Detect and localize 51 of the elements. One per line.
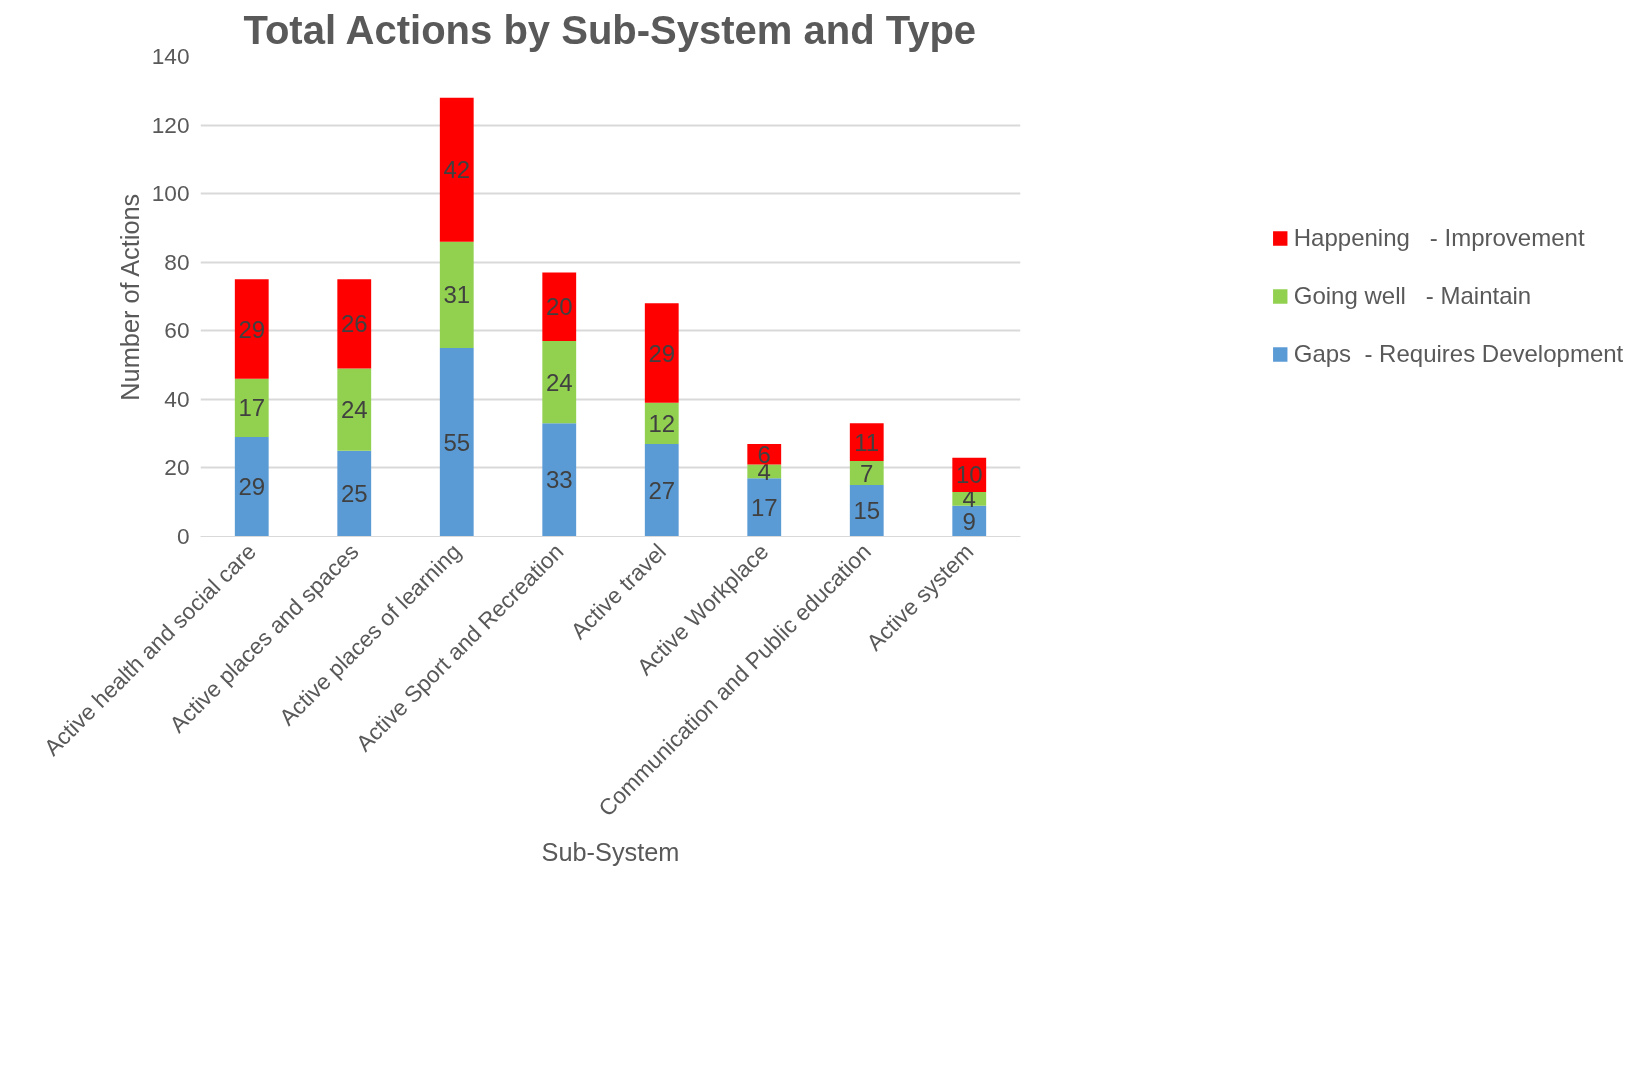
y-tick-label: 140: [151, 43, 190, 69]
bar: [542, 272, 577, 342]
data-label: 9: [962, 507, 976, 535]
bar: [439, 241, 474, 348]
data-label: 33: [545, 466, 573, 494]
y-tick-label: 80: [164, 248, 190, 275]
data-label: 27: [648, 476, 676, 504]
legend-label: Happening - Improvement: [1293, 224, 1585, 252]
chart-title: Total Actions by Sub-System and Type: [243, 7, 977, 52]
legend-label: Gaps - Requires Development: [1293, 340, 1624, 368]
y-tick-label: 0: [176, 523, 190, 549]
bar: [337, 450, 372, 537]
data-label: 20: [545, 293, 573, 321]
x-axis-title: Sub-System: [541, 838, 680, 867]
data-label: 55: [443, 428, 471, 456]
data-label: 24: [545, 368, 573, 396]
y-tick-label: 120: [151, 111, 190, 138]
data-label: 17: [238, 394, 266, 422]
data-label: 42: [443, 156, 471, 184]
bar: [439, 347, 474, 537]
y-tick-label: 40: [164, 385, 190, 412]
bar: [337, 279, 372, 369]
y-axis-title: Number of Actions: [115, 193, 144, 401]
data-label: 25: [340, 480, 368, 508]
bar: [234, 279, 269, 379]
data-label: 15: [853, 497, 881, 525]
data-label: 29: [648, 339, 676, 367]
bar: [234, 378, 269, 438]
bar: [234, 437, 269, 537]
bar: [542, 423, 577, 537]
data-label: 26: [340, 310, 368, 338]
data-label: 11: [854, 428, 880, 456]
bar: [644, 303, 679, 403]
y-tick-label: 60: [164, 317, 190, 344]
y-tick-label: 20: [164, 454, 190, 481]
bar: [337, 368, 372, 451]
y-tick-label: 100: [151, 180, 190, 207]
data-label: 31: [443, 281, 471, 309]
bar: [439, 97, 474, 242]
data-label: 7: [860, 459, 874, 487]
data-label: 29: [238, 473, 266, 501]
data-label: 24: [340, 396, 368, 424]
legend-label: Going well - Maintain: [1293, 282, 1532, 310]
bar: [644, 443, 679, 537]
data-label: 10: [955, 461, 983, 489]
bar: [747, 478, 782, 537]
data-label: 17: [750, 493, 778, 521]
data-label: 12: [648, 409, 676, 437]
data-label: 29: [238, 315, 266, 343]
bar: [849, 461, 884, 486]
bar: [542, 341, 577, 424]
